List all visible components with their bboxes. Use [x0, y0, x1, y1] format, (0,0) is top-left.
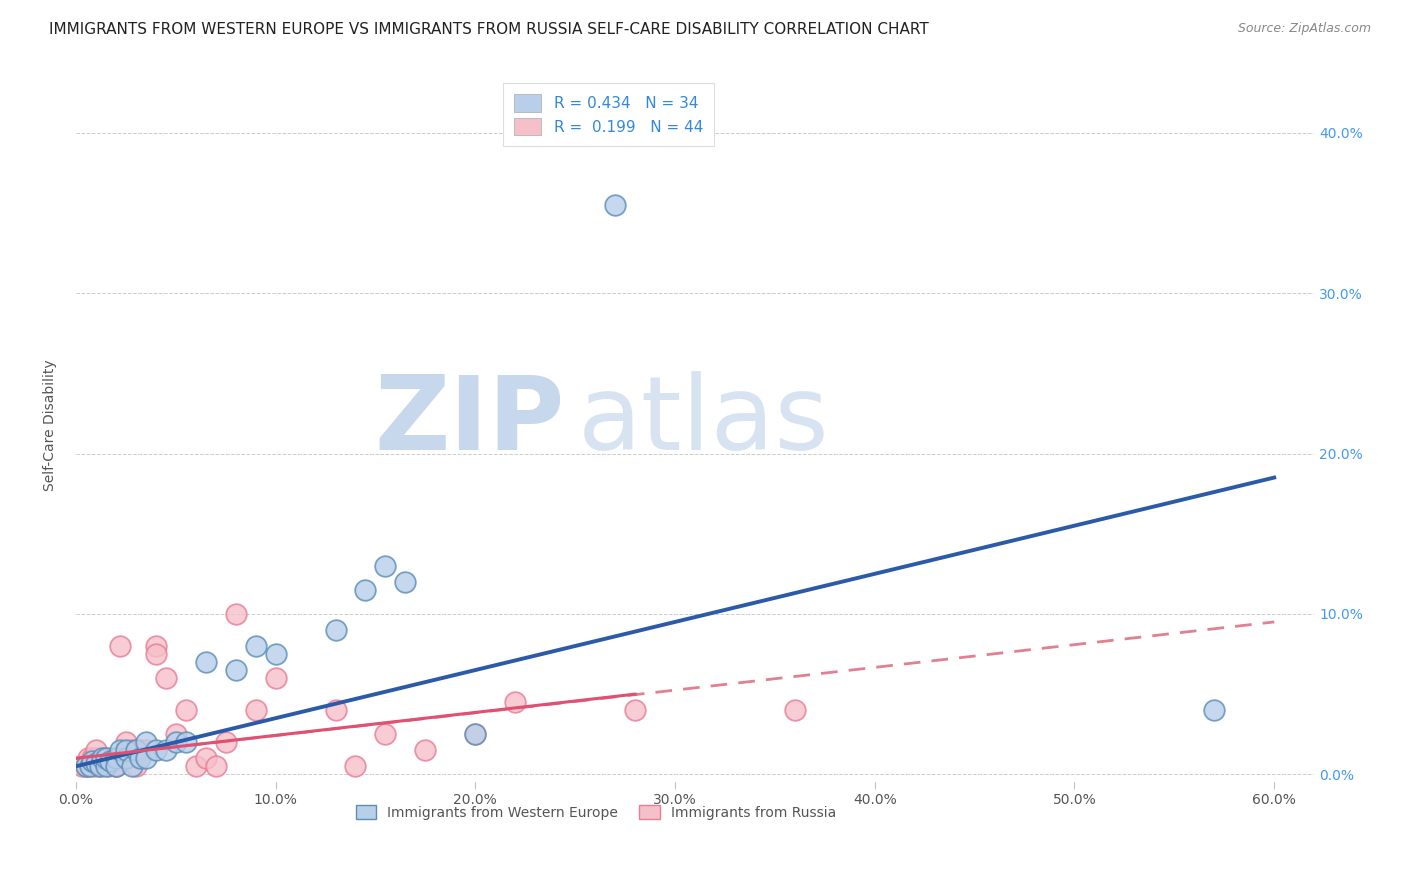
Point [94, 751, 117, 765]
Point [79, 759, 101, 773]
Point [503, 695, 526, 709]
Point [104, 759, 127, 773]
Point [84, 759, 107, 773]
Point [84, 743, 107, 757]
Point [104, 751, 127, 765]
Point [121, 743, 143, 757]
Point [344, 759, 367, 773]
Point [165, 727, 187, 741]
Point [165, 735, 187, 749]
Text: ZIP: ZIP [374, 371, 565, 473]
Point [84, 751, 107, 765]
Point [325, 623, 347, 637]
Point [145, 647, 167, 661]
Y-axis label: Self-Care Disability: Self-Care Disability [44, 359, 58, 491]
Point [174, 703, 197, 717]
Point [104, 759, 127, 773]
Point [125, 743, 148, 757]
Text: IMMIGRANTS FROM WESTERN EUROPE VS IMMIGRANTS FROM RUSSIA SELF-CARE DISABILITY CO: IMMIGRANTS FROM WESTERN EUROPE VS IMMIGR… [49, 22, 929, 37]
Point [225, 663, 247, 677]
Point [80, 755, 103, 769]
Point [145, 639, 167, 653]
Point [114, 735, 136, 749]
Point [104, 759, 127, 773]
Point [114, 751, 136, 765]
Legend: Immigrants from Western Europe, Immigrants from Russia: Immigrants from Western Europe, Immigran… [350, 799, 842, 825]
Point [155, 743, 177, 757]
Text: atlas: atlas [578, 371, 830, 473]
Point [76, 751, 98, 765]
Point [94, 751, 117, 765]
Point [245, 703, 267, 717]
Point [90, 751, 112, 765]
Point [464, 727, 486, 741]
Point [80, 751, 103, 765]
Point [97, 759, 120, 773]
Point [93, 751, 115, 765]
Point [94, 759, 117, 773]
Point [464, 727, 486, 741]
Point [135, 735, 157, 749]
Point [89, 759, 111, 773]
Point [84, 756, 107, 770]
Point [374, 727, 396, 741]
Point [155, 671, 177, 685]
Point [135, 743, 157, 757]
Point [394, 574, 416, 589]
Point [264, 647, 287, 661]
Point [128, 751, 150, 765]
Point [1204, 703, 1226, 717]
Point [108, 743, 131, 757]
Text: Source: ZipAtlas.com: Source: ZipAtlas.com [1237, 22, 1371, 36]
Point [194, 751, 217, 765]
Point [145, 743, 167, 757]
Point [264, 671, 287, 685]
Point [104, 751, 127, 765]
Point [174, 735, 197, 749]
Point [603, 198, 626, 212]
Point [121, 759, 143, 773]
Point [204, 759, 226, 773]
Point [184, 759, 207, 773]
Point [214, 735, 236, 749]
Point [374, 558, 396, 573]
Point [101, 751, 124, 765]
Point [245, 639, 267, 653]
Point [75, 759, 97, 773]
Point [325, 703, 347, 717]
Point [415, 743, 437, 757]
Point [89, 759, 111, 773]
Point [114, 743, 136, 757]
Point [114, 751, 136, 765]
Point [624, 703, 647, 717]
Point [194, 655, 217, 669]
Point [354, 582, 377, 597]
Point [79, 759, 101, 773]
Point [108, 639, 131, 653]
Point [98, 755, 121, 769]
Point [125, 759, 148, 773]
Point [225, 607, 247, 621]
Point [783, 703, 806, 717]
Point [128, 743, 150, 757]
Point [125, 743, 148, 757]
Point [75, 759, 97, 773]
Point [70, 759, 93, 773]
Point [135, 751, 157, 765]
